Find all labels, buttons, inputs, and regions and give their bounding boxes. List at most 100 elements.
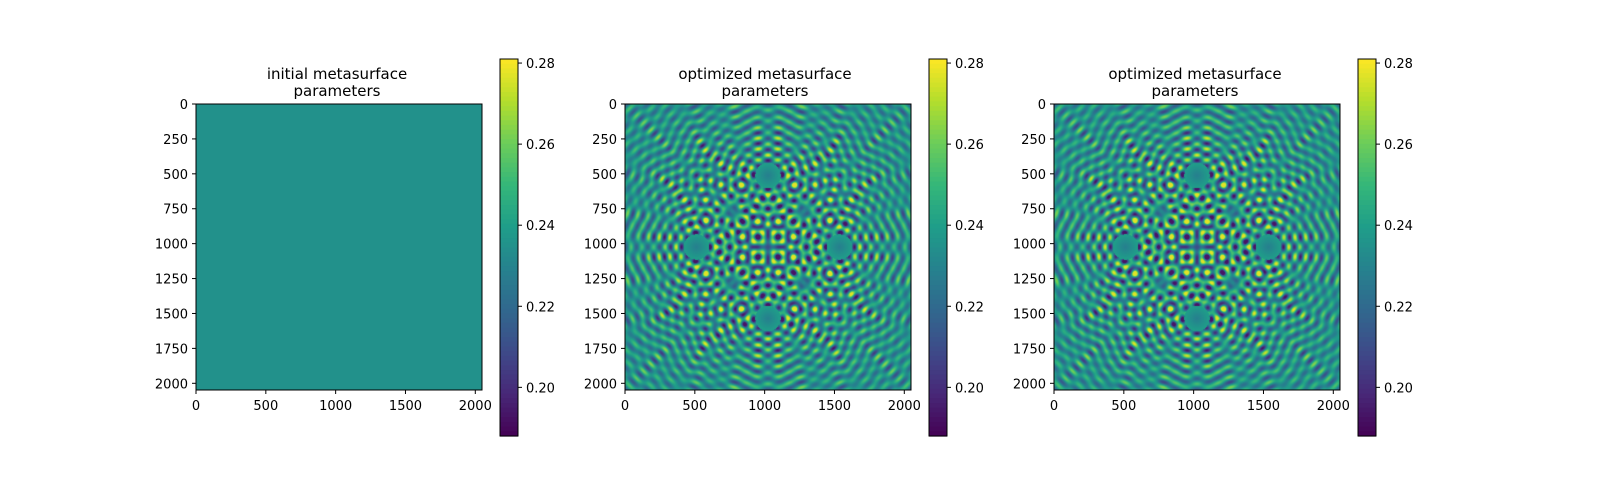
colorbar-segment bbox=[929, 190, 947, 197]
colorbar-segment bbox=[929, 304, 947, 310]
colorbar-segment bbox=[1358, 426, 1376, 432]
colorbar-segment bbox=[929, 68, 947, 74]
axes-frame bbox=[624, 103, 912, 391]
colorbar-segment bbox=[929, 167, 947, 173]
colorbar-segment bbox=[500, 299, 518, 305]
colorbar-segment bbox=[1358, 101, 1376, 107]
x-tick-label: 2000 bbox=[1317, 399, 1350, 414]
colorbar-segment bbox=[500, 252, 518, 258]
colorbar-segment bbox=[1358, 91, 1376, 98]
colorbar-segment bbox=[1358, 289, 1376, 296]
colorbar-tick-label: 0.22 bbox=[1384, 300, 1413, 315]
y-tick-label: 0 bbox=[609, 98, 617, 113]
colorbar-segment bbox=[929, 360, 947, 366]
colorbar-segment bbox=[1358, 308, 1376, 315]
colorbar-segment bbox=[929, 242, 947, 249]
colorbar-segment bbox=[500, 417, 518, 423]
y-tick-label: 500 bbox=[1021, 168, 1046, 183]
colorbar-frame bbox=[1357, 58, 1377, 437]
colorbar-segment bbox=[929, 139, 947, 145]
colorbar-segment bbox=[500, 374, 518, 381]
colorbar-segment bbox=[500, 341, 518, 348]
y-tick-label: 250 bbox=[163, 133, 188, 148]
colorbar-segment bbox=[1358, 280, 1376, 286]
colorbar-segment bbox=[929, 417, 947, 423]
colorbar-segment bbox=[929, 332, 947, 338]
colorbar-segment bbox=[500, 431, 518, 437]
subplot-title: optimized metasurface parameters bbox=[678, 65, 851, 100]
x-tick-label: 1000 bbox=[319, 399, 352, 414]
colorbar-segment bbox=[500, 115, 518, 121]
colorbar-segment bbox=[1358, 313, 1376, 319]
colorbar-segment bbox=[500, 271, 518, 277]
colorbar-segment bbox=[1358, 148, 1376, 154]
colorbar-segment bbox=[929, 285, 947, 291]
colorbar-segment bbox=[929, 87, 947, 93]
colorbar-frame bbox=[499, 58, 519, 437]
colorbar-segment bbox=[500, 238, 518, 244]
x-tick-label: 0 bbox=[192, 399, 200, 414]
colorbar-segment bbox=[929, 393, 947, 399]
colorbar-segment bbox=[500, 176, 518, 183]
colorbar-segment bbox=[929, 247, 947, 253]
colorbar-segment bbox=[500, 275, 518, 282]
colorbar-segment bbox=[500, 172, 518, 178]
colorbar-segment bbox=[500, 313, 518, 319]
colorbar-segment bbox=[1358, 337, 1376, 343]
colorbar-segment bbox=[500, 120, 518, 126]
colorbar-segment bbox=[929, 313, 947, 319]
colorbar-segment bbox=[929, 209, 947, 216]
colorbar-segment bbox=[1358, 322, 1376, 329]
colorbar-segment bbox=[1358, 332, 1376, 338]
colorbar-segment bbox=[929, 322, 947, 329]
colorbar-segment bbox=[500, 205, 518, 211]
colorbar-segment bbox=[500, 304, 518, 310]
colorbar-segment bbox=[929, 421, 947, 428]
colorbar-segment bbox=[500, 280, 518, 286]
colorbar-segment bbox=[500, 289, 518, 296]
x-tick-label: 1500 bbox=[818, 399, 851, 414]
colorbar-segment bbox=[1358, 365, 1376, 371]
colorbar-segment bbox=[1358, 304, 1376, 310]
colorbar-segment bbox=[500, 247, 518, 253]
colorbar-segment bbox=[929, 355, 947, 362]
colorbar-segment bbox=[500, 308, 518, 315]
colorbar-segment bbox=[500, 242, 518, 249]
colorbar-segment bbox=[929, 374, 947, 381]
colorbar-tick-label: 0.20 bbox=[1384, 381, 1413, 396]
colorbar-segment bbox=[500, 322, 518, 329]
colorbar-segment bbox=[500, 327, 518, 333]
y-tick-label: 250 bbox=[1021, 133, 1046, 148]
colorbar-segment bbox=[929, 271, 947, 277]
colorbar-segment bbox=[929, 82, 947, 88]
colorbar-segment bbox=[929, 172, 947, 178]
colorbar-segment bbox=[1358, 393, 1376, 399]
colorbar-segment bbox=[500, 294, 518, 300]
colorbar-segment bbox=[500, 412, 518, 418]
colorbar-segment bbox=[500, 223, 518, 230]
colorbar: 0.20 0.22 0.24 0.26 0.28 bbox=[928, 57, 984, 437]
colorbar-segment bbox=[1358, 214, 1376, 220]
colorbar-segment bbox=[929, 398, 947, 404]
colorbar-segment bbox=[929, 186, 947, 192]
colorbar-segment bbox=[929, 63, 947, 70]
colorbar-segment bbox=[1358, 129, 1376, 135]
colorbar-segment bbox=[1358, 200, 1376, 206]
colorbar-segment bbox=[1358, 384, 1376, 390]
colorbar-segment bbox=[929, 275, 947, 282]
colorbar-segment bbox=[500, 129, 518, 135]
colorbar-segment bbox=[500, 157, 518, 164]
colorbar-segment bbox=[929, 73, 947, 79]
colorbar: 0.20 0.22 0.24 0.26 0.28 bbox=[1357, 57, 1413, 437]
colorbar-segment bbox=[929, 327, 947, 333]
colorbar-segment bbox=[500, 186, 518, 192]
heatmap-image bbox=[625, 104, 911, 390]
y-tick-label: 2000 bbox=[155, 377, 188, 392]
colorbar-segment bbox=[929, 200, 947, 206]
y-tick-label: 1750 bbox=[155, 342, 188, 357]
colorbar-segment bbox=[500, 148, 518, 154]
colorbar-segment bbox=[500, 139, 518, 145]
colorbar-tick-label: 0.28 bbox=[955, 57, 984, 72]
colorbar-segment bbox=[500, 59, 518, 65]
